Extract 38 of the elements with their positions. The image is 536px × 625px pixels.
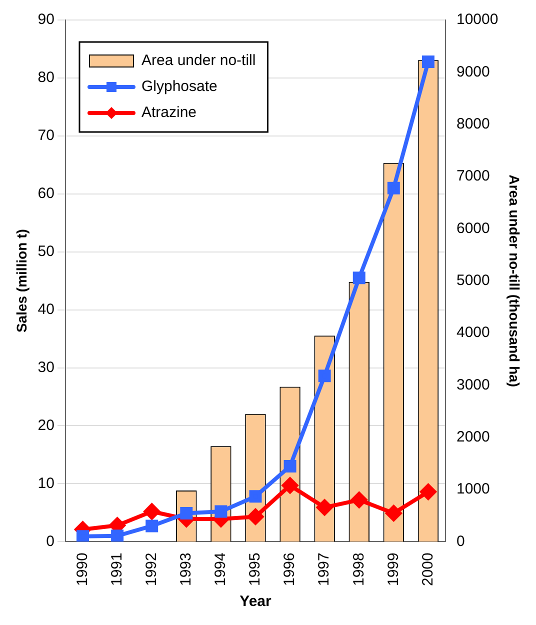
legend-label: Atrazine xyxy=(141,104,197,122)
y-tick-label: 50 xyxy=(38,242,54,260)
x-tick-label: 2000 xyxy=(419,552,436,586)
y2-tick-label: 0 xyxy=(456,532,465,550)
legend-label: Area under no-till xyxy=(141,52,256,70)
y2-tick-label: 3000 xyxy=(456,376,490,394)
y2-tick-label: 1000 xyxy=(456,480,490,498)
legend-label: Glyphosate xyxy=(141,78,218,96)
x-tick-label: 1990 xyxy=(74,552,91,586)
y2-tick-label: 2000 xyxy=(456,428,490,446)
y2-tick-label: 4000 xyxy=(456,324,490,342)
y-axis-title: Sales (million t) xyxy=(13,229,30,333)
x-tick-label: 1997 xyxy=(316,552,333,586)
y2-tick-label: 5000 xyxy=(456,272,490,289)
y-tick-label: 40 xyxy=(38,300,54,318)
x-tick-label: 1996 xyxy=(281,552,298,586)
y-tick-label: 0 xyxy=(46,532,54,550)
x-tick-label: 1999 xyxy=(384,552,402,586)
y2-axis-title: Area under no-till (thousand ha) xyxy=(506,174,523,387)
y-tick-label: 70 xyxy=(38,127,54,144)
y-tick-label: 30 xyxy=(38,358,54,376)
x-tick-label: 1998 xyxy=(350,552,368,586)
x-axis-title: Year xyxy=(240,593,272,610)
x-tick-label: 1991 xyxy=(108,552,126,586)
x-tick-label: 1995 xyxy=(246,552,264,586)
y-tick-label: 10 xyxy=(38,474,54,492)
y2-tick-label: 9000 xyxy=(456,63,490,80)
x-tick-label: 1993 xyxy=(178,552,195,586)
y-tick-label: 90 xyxy=(38,11,54,28)
y2-tick-label: 7000 xyxy=(456,168,490,185)
y2-tick-label: 10000 xyxy=(456,11,498,28)
y2-tick-label: 8000 xyxy=(456,115,490,132)
x-tick-label: 1994 xyxy=(212,552,230,586)
y2-tick-label: 6000 xyxy=(456,220,490,237)
y-tick-label: 20 xyxy=(38,416,54,434)
y-tick-label: 60 xyxy=(38,185,54,202)
y-tick-label: 80 xyxy=(38,69,54,86)
x-tick-label: 1992 xyxy=(142,552,160,586)
